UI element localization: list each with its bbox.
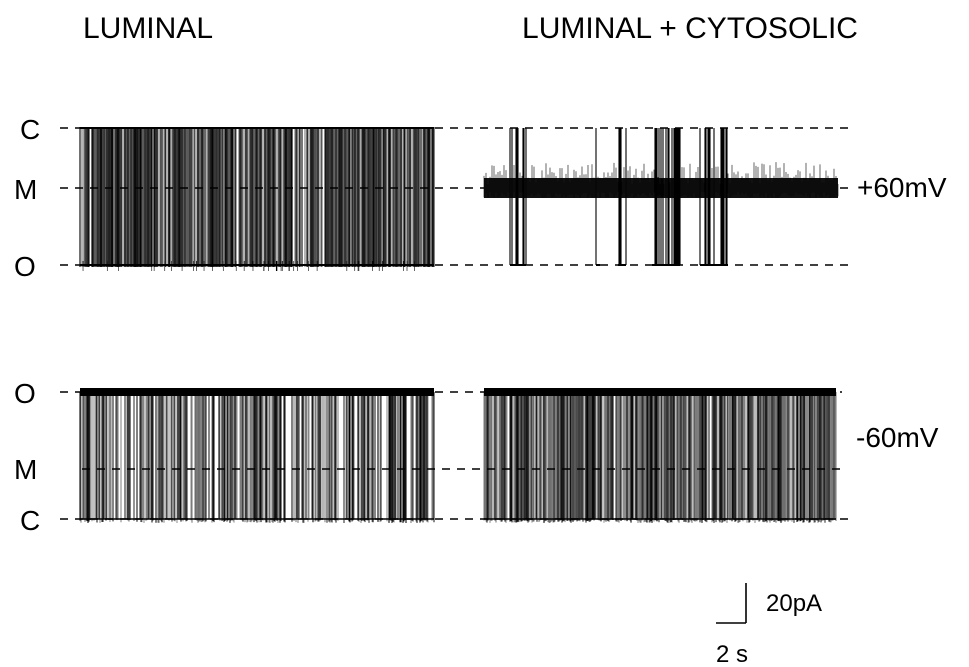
- scale-bar-current-label: 20pA: [766, 590, 822, 617]
- voltage-label-negative: -60mV: [856, 422, 939, 453]
- level-label-m-top: M: [14, 174, 37, 205]
- trace-luminal-cytosolic-positive: [483, 128, 839, 266]
- level-label-c-top: C: [20, 114, 40, 145]
- row-positive-60mv: C M O +60mV: [14, 114, 947, 282]
- row-negative-60mv: O M C -60mV: [14, 378, 939, 536]
- level-label-c-bottom: C: [20, 505, 40, 536]
- column-title-luminal-cytosolic: LUMINAL + CYTOSOLIC: [522, 12, 858, 45]
- voltage-label-positive: +60mV: [857, 172, 947, 203]
- level-label-o-top: O: [14, 251, 36, 282]
- level-label-o-bottom: O: [14, 378, 36, 409]
- trace-luminal-positive: [79, 127, 435, 271]
- level-label-m-bottom: M: [14, 454, 37, 485]
- scale-bar-time-label: 2 s: [716, 641, 748, 667]
- trace-luminal-negative: [79, 388, 435, 523]
- scale-bar: 20pA 2 s: [716, 583, 822, 667]
- column-title-luminal: LUMINAL: [83, 12, 213, 45]
- trace-open-band: [484, 388, 836, 396]
- trace-luminal-cytosolic-negative: [483, 388, 837, 523]
